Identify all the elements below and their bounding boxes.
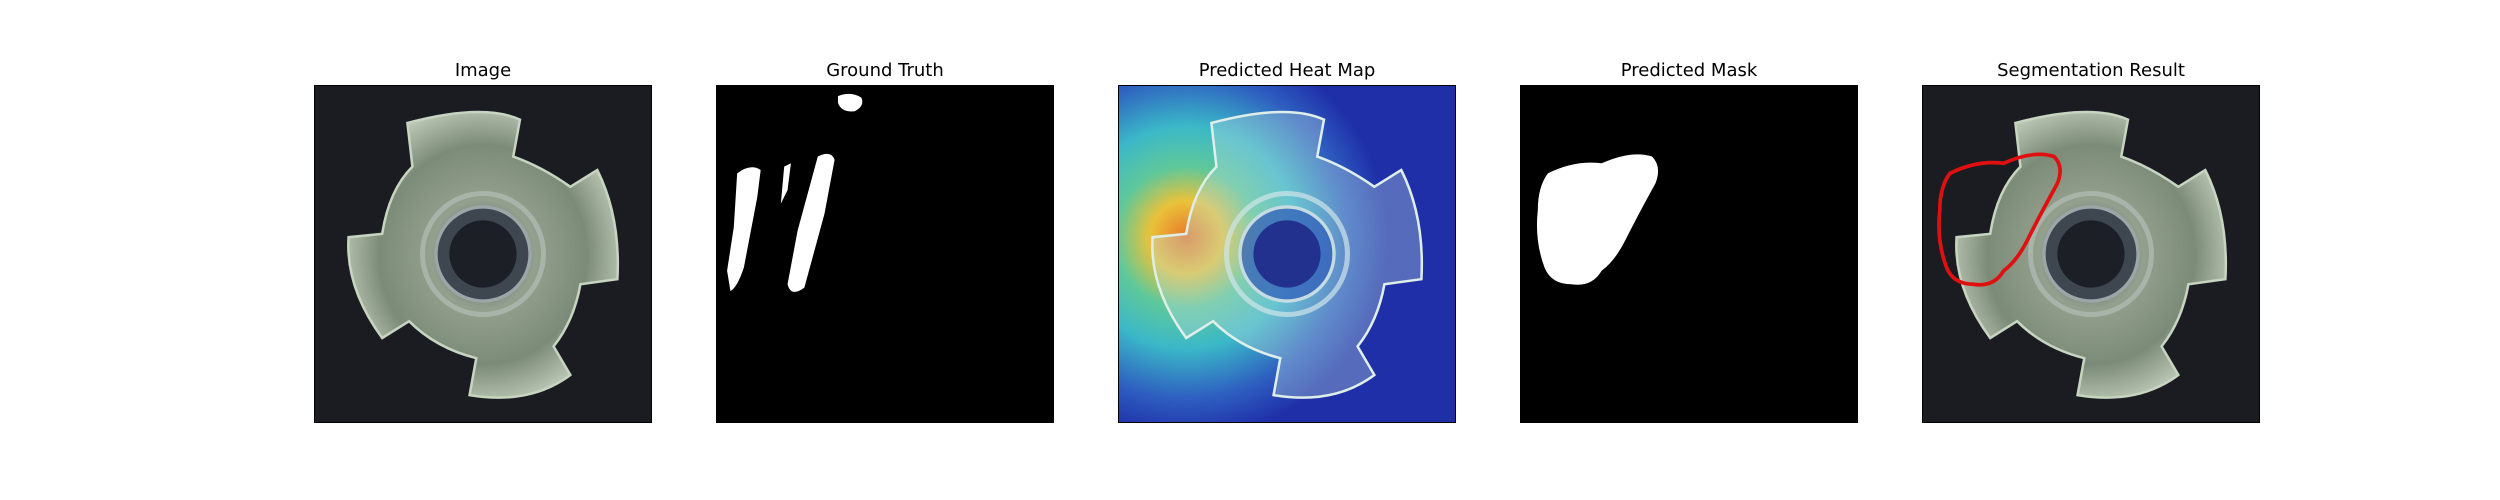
defect-contour [1937,152,2062,287]
panel-title: Image [454,60,512,81]
heat-map-overlay [1119,86,1455,422]
ground-truth-mask [717,86,1053,422]
predicted-mask-frame [1520,85,1858,423]
image-frame [314,85,652,423]
panel-title: Segmentation Result [1997,60,2185,81]
segmentation-overlay [1923,86,2259,422]
panel-segmentation-result: Segmentation Result [1922,60,2260,426]
panel-image: Image [314,60,652,426]
panel-ground-truth: Ground Truth [716,60,1054,426]
predicted-mask [1521,86,1857,422]
panel-title: Predicted Mask [1620,60,1758,81]
panel-title: Ground Truth [826,60,944,81]
panel-title: Predicted Heat Map [1198,60,1376,81]
segmentation-frame [1922,85,2260,423]
part-image [315,86,651,422]
panel-predicted-mask: Predicted Mask [1520,60,1858,426]
panel-heat-map: Predicted Heat Map [1118,60,1456,426]
heat-map-frame [1118,85,1456,423]
ground-truth-frame [716,85,1054,423]
